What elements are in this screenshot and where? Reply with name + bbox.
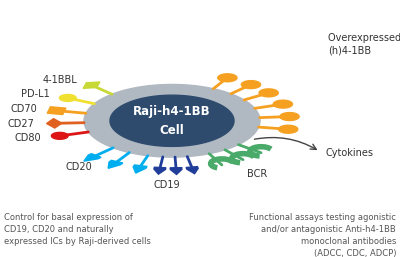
Text: Raji-h4-1BB
Cell: Raji-h4-1BB Cell xyxy=(133,105,211,137)
Text: CD19: CD19 xyxy=(154,180,181,190)
Text: Cytokines: Cytokines xyxy=(326,148,374,158)
Text: Functional assays testing agonistic
and/or antagonistic Anti-h4-1BB
monoclonal a: Functional assays testing agonistic and/… xyxy=(249,213,396,257)
Polygon shape xyxy=(186,167,198,174)
Text: 4-1BBL: 4-1BBL xyxy=(42,75,77,85)
Polygon shape xyxy=(83,82,100,88)
Polygon shape xyxy=(133,165,147,173)
Text: Overexpressed human
(h)4-1BB: Overexpressed human (h)4-1BB xyxy=(328,33,400,55)
Polygon shape xyxy=(154,167,166,174)
Polygon shape xyxy=(170,168,182,175)
Polygon shape xyxy=(259,89,278,97)
Polygon shape xyxy=(47,107,66,115)
Text: CD70: CD70 xyxy=(10,104,37,114)
Polygon shape xyxy=(84,154,101,161)
Polygon shape xyxy=(218,74,237,82)
Text: Control for basal expression of
CD19, CD20 and naturally
expressed ICs by Raji-d: Control for basal expression of CD19, CD… xyxy=(4,213,151,246)
Text: PD-L1: PD-L1 xyxy=(21,89,50,99)
Polygon shape xyxy=(46,119,62,128)
Polygon shape xyxy=(110,95,234,146)
Text: CD27: CD27 xyxy=(7,119,34,129)
Polygon shape xyxy=(273,100,292,108)
Text: CD20: CD20 xyxy=(65,162,92,172)
Polygon shape xyxy=(280,113,299,121)
Polygon shape xyxy=(60,95,76,101)
Text: CD80: CD80 xyxy=(14,133,41,143)
Text: BCR: BCR xyxy=(247,169,267,179)
Polygon shape xyxy=(241,81,260,89)
Polygon shape xyxy=(84,85,260,157)
Polygon shape xyxy=(108,160,123,168)
Polygon shape xyxy=(52,132,68,139)
Polygon shape xyxy=(279,125,298,133)
